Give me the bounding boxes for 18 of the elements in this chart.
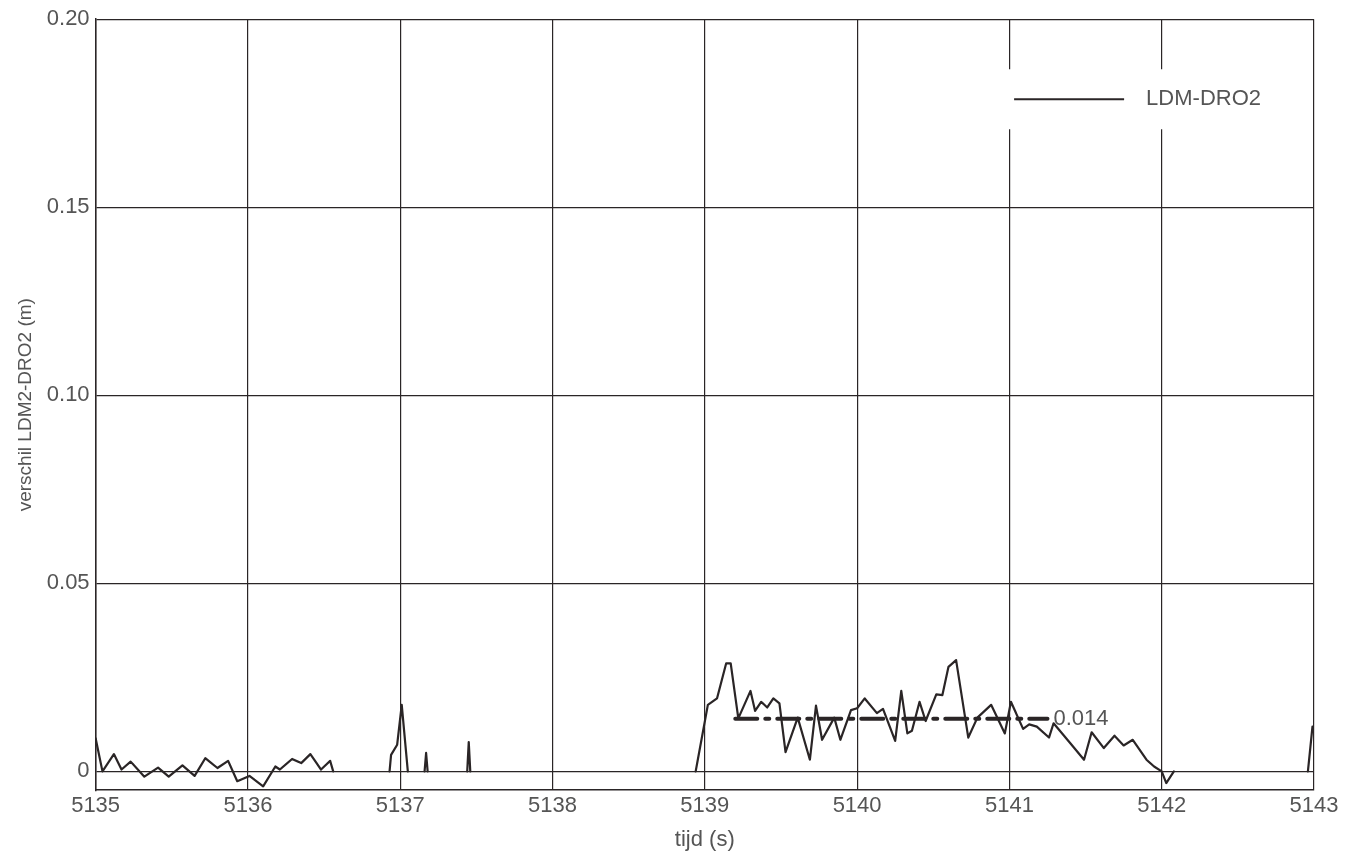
x-tick-label: 5142 <box>1137 792 1187 818</box>
annotation: 0.014 <box>1053 704 1109 730</box>
y-tick-label: 0 <box>77 757 90 783</box>
x-tick-label: 5137 <box>375 792 425 818</box>
x-tick-label: 5138 <box>528 792 577 818</box>
y-tick-label: 0.15 <box>46 193 90 219</box>
y-tick-label: 0.20 <box>46 5 90 31</box>
x-tick-label: 5141 <box>984 792 1034 818</box>
y-tick-label: 0.05 <box>46 569 90 595</box>
x-tick-label: 5140 <box>832 792 882 818</box>
y-tick-label: 0.10 <box>46 381 90 407</box>
x-tick-label: 5135 <box>71 792 121 818</box>
x-axis-title: tijd (s) <box>674 825 735 851</box>
x-tick-label: 5139 <box>680 792 730 818</box>
x-tick-label: 5136 <box>223 792 273 818</box>
legend-label: LDM-DRO2 <box>1146 85 1262 111</box>
x-tick-label: 5143 <box>1289 792 1339 818</box>
y-axis-title: verschil LDM2-DRO2 (m) <box>13 298 35 512</box>
